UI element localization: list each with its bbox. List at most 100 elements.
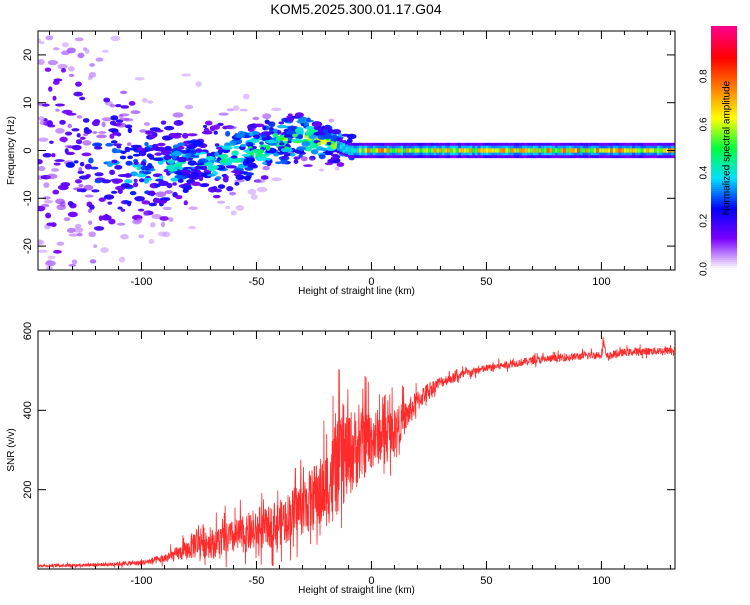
spectrogram-cell xyxy=(281,155,287,160)
spectrogram-cell xyxy=(271,107,282,112)
spectrogram-cell xyxy=(155,191,167,198)
spectrogram-cell xyxy=(74,223,82,228)
spectrogram-band-cell xyxy=(433,148,437,153)
spectrogram-cell xyxy=(104,213,109,220)
spectrogram-cell xyxy=(53,78,63,82)
spectrogram-cell xyxy=(296,120,306,124)
spectrogram-cell xyxy=(286,116,295,122)
spectrogram-cell xyxy=(41,203,50,208)
colorbar-swatch xyxy=(711,210,737,214)
colorbar-swatch xyxy=(711,262,737,266)
spectrogram-cell xyxy=(217,200,226,204)
spectrogram-band-cell xyxy=(439,148,443,153)
spectrogram-cell xyxy=(105,142,114,147)
spectrogram-cell xyxy=(75,81,82,87)
colorbar-swatch xyxy=(711,102,737,106)
spectrogram-cell xyxy=(234,181,240,186)
spectrogram-cell xyxy=(148,238,155,244)
spectrogram-cell xyxy=(292,133,298,138)
spectrogram-band-cell xyxy=(615,148,619,153)
spectrogram-cell xyxy=(89,63,96,67)
spectrogram-band-cell xyxy=(588,148,592,153)
spectrogram-cell xyxy=(226,125,238,130)
spectrogram-cell xyxy=(83,128,93,135)
spectrogram-cell xyxy=(101,179,112,184)
spectrogram-band-cell xyxy=(662,148,666,153)
spectrogram-cell xyxy=(130,144,142,148)
spectrogram-cell xyxy=(55,108,60,112)
spectrogram-cell xyxy=(72,227,84,233)
spectrogram-cell xyxy=(346,133,357,140)
spectrogram-cell xyxy=(306,117,311,122)
spectrogram-cell xyxy=(51,168,60,172)
spectrogram-cell xyxy=(271,177,282,182)
spectrogram-band-cell xyxy=(552,148,556,153)
colorbar-swatch xyxy=(711,260,737,264)
spectrogram-band-cell xyxy=(546,148,550,153)
spectrogram-cell xyxy=(74,37,84,42)
spectrogram-cell xyxy=(252,116,260,121)
colorbar-swatch xyxy=(711,125,737,129)
spectrogram-cell xyxy=(233,145,241,149)
spectrogram-cell xyxy=(318,168,325,172)
spectrogram-cell xyxy=(78,166,83,173)
spectrogram-cell xyxy=(177,178,184,183)
colorbar-swatch xyxy=(711,42,737,46)
colorbar-swatch xyxy=(711,58,737,62)
spectrogram-cell xyxy=(52,189,60,195)
spectrogram-cell xyxy=(173,120,184,126)
spectrogram-cell xyxy=(175,195,183,200)
colorbar-swatch xyxy=(711,181,737,185)
spectrogram-cell xyxy=(116,222,126,226)
spectrogram-cell xyxy=(42,153,52,158)
spectrogram-band-cell xyxy=(430,148,434,153)
spectrogram-cell xyxy=(278,142,285,146)
spectrogram-cell xyxy=(250,149,261,154)
colorbar-swatch xyxy=(711,88,737,92)
colorbar-swatch xyxy=(711,264,737,268)
spectrogram-cell xyxy=(54,159,65,162)
spectrogram-band-cell xyxy=(579,148,583,153)
spectrogram-band-cell xyxy=(596,148,600,153)
spectrogram-band-cell xyxy=(599,148,603,153)
spectrogram-band-cell xyxy=(347,148,351,153)
spectrogram-cell xyxy=(71,259,78,265)
colorbar-swatch xyxy=(711,131,737,135)
colorbar-swatch xyxy=(711,250,737,254)
colorbar-tick-label: 0.2 xyxy=(699,213,710,227)
spectrogram-cell xyxy=(256,156,265,161)
spectrogram-cell xyxy=(67,66,75,72)
spectrogram-band-cell xyxy=(372,148,376,153)
spectrogram-cell xyxy=(148,135,156,139)
spectrogram-cell xyxy=(71,144,82,151)
spectrogram-cell xyxy=(252,164,258,169)
spectrogram-cell xyxy=(49,140,54,144)
spectrogram-cell xyxy=(315,146,324,151)
spectrogram-cell xyxy=(223,175,229,180)
spectrogram-cell xyxy=(266,162,272,167)
colorbar-swatch xyxy=(711,151,737,155)
spectrogram-cell xyxy=(265,144,271,151)
colorbar-swatch xyxy=(711,121,737,125)
spectrogram-band-cell xyxy=(336,143,340,148)
colorbar-swatch xyxy=(711,204,737,208)
spectrogram-cell xyxy=(334,166,340,171)
spectrogram-cell xyxy=(133,178,138,183)
colorbar-swatch xyxy=(711,224,737,228)
spectrogram-cell xyxy=(164,145,172,151)
spectrogram-band-cell xyxy=(488,148,492,153)
spectrogram-cell xyxy=(265,139,276,144)
spectrogram-band-cell xyxy=(521,148,525,153)
spectrogram-cell xyxy=(94,179,103,184)
spectrogram-cell xyxy=(287,125,297,131)
colorbar-swatch xyxy=(711,52,737,56)
colorbar-swatch xyxy=(711,206,737,210)
spectrogram-cell xyxy=(115,122,127,128)
spectrogram-band-cell xyxy=(508,148,512,153)
spectrogram-cell xyxy=(119,155,127,160)
spectrogram-cell xyxy=(62,138,67,143)
spectrogram-cell xyxy=(304,146,312,152)
spectrogram-cell xyxy=(92,131,98,134)
colorbar-swatch xyxy=(711,111,737,115)
